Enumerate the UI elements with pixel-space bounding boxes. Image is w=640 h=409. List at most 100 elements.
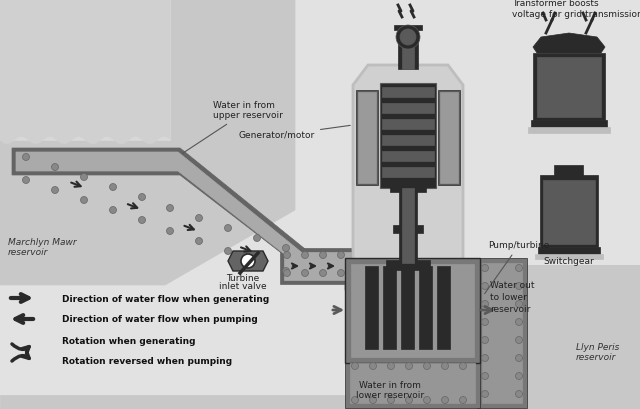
Text: Rotation when generating: Rotation when generating bbox=[62, 337, 195, 346]
FancyArrowPatch shape bbox=[12, 344, 29, 353]
Polygon shape bbox=[345, 248, 385, 300]
Circle shape bbox=[515, 355, 522, 362]
Bar bbox=[351, 264, 474, 357]
Bar bbox=[528, 127, 610, 133]
Bar bbox=[382, 151, 434, 161]
Bar bbox=[386, 260, 430, 270]
Circle shape bbox=[51, 164, 58, 171]
Bar bbox=[438, 90, 460, 185]
Circle shape bbox=[253, 234, 260, 241]
Circle shape bbox=[225, 225, 232, 231]
Circle shape bbox=[351, 396, 358, 404]
Circle shape bbox=[337, 252, 344, 258]
Circle shape bbox=[442, 396, 449, 404]
FancyArrowPatch shape bbox=[71, 182, 81, 187]
Bar bbox=[350, 363, 475, 403]
Circle shape bbox=[319, 270, 326, 276]
Circle shape bbox=[282, 267, 289, 274]
Bar bbox=[398, 27, 418, 69]
Circle shape bbox=[400, 29, 416, 45]
Bar bbox=[382, 87, 434, 97]
Circle shape bbox=[369, 362, 376, 369]
Circle shape bbox=[109, 184, 116, 191]
Circle shape bbox=[481, 373, 488, 380]
Text: Marchlyn Mawr
reservoir: Marchlyn Mawr reservoir bbox=[8, 238, 77, 257]
Circle shape bbox=[424, 396, 431, 404]
Circle shape bbox=[406, 396, 413, 404]
Circle shape bbox=[515, 301, 522, 308]
Bar bbox=[356, 90, 378, 185]
Bar bbox=[393, 225, 423, 233]
Circle shape bbox=[138, 193, 145, 200]
Polygon shape bbox=[12, 148, 310, 275]
Text: Turbine: Turbine bbox=[227, 274, 260, 283]
Bar bbox=[394, 25, 422, 30]
Polygon shape bbox=[353, 65, 463, 260]
Bar bbox=[280, 248, 355, 284]
Circle shape bbox=[387, 396, 394, 404]
Bar bbox=[540, 175, 598, 247]
Circle shape bbox=[22, 177, 29, 184]
Bar bbox=[531, 120, 607, 128]
Circle shape bbox=[387, 362, 394, 369]
Circle shape bbox=[195, 214, 202, 222]
Circle shape bbox=[195, 238, 202, 245]
Bar bbox=[537, 57, 601, 117]
Circle shape bbox=[481, 301, 488, 308]
Bar bbox=[380, 83, 436, 188]
Bar bbox=[543, 180, 595, 244]
Polygon shape bbox=[228, 251, 268, 271]
Polygon shape bbox=[0, 0, 295, 285]
Circle shape bbox=[515, 283, 522, 290]
Circle shape bbox=[481, 391, 488, 398]
Bar bbox=[284, 252, 351, 280]
Circle shape bbox=[225, 247, 232, 254]
Circle shape bbox=[22, 153, 29, 160]
Circle shape bbox=[481, 265, 488, 272]
Bar bbox=[402, 27, 414, 69]
Circle shape bbox=[351, 362, 358, 369]
Polygon shape bbox=[0, 0, 170, 144]
Circle shape bbox=[109, 207, 116, 213]
FancyArrowPatch shape bbox=[333, 306, 341, 314]
Polygon shape bbox=[0, 265, 640, 409]
Circle shape bbox=[481, 319, 488, 326]
Circle shape bbox=[515, 337, 522, 344]
Circle shape bbox=[406, 362, 413, 369]
Circle shape bbox=[460, 362, 467, 369]
Circle shape bbox=[481, 337, 488, 344]
Bar bbox=[538, 247, 600, 255]
FancyArrowPatch shape bbox=[184, 225, 194, 230]
Text: inlet valve: inlet valve bbox=[219, 282, 267, 291]
Bar bbox=[533, 53, 605, 120]
Circle shape bbox=[253, 258, 260, 265]
Bar bbox=[0, 0, 170, 140]
Circle shape bbox=[241, 254, 255, 268]
FancyArrowPatch shape bbox=[128, 203, 137, 209]
Text: Switchgear: Switchgear bbox=[543, 257, 595, 266]
Circle shape bbox=[284, 252, 291, 258]
Circle shape bbox=[424, 362, 431, 369]
Bar bbox=[345, 258, 480, 363]
Circle shape bbox=[460, 396, 467, 404]
FancyArrowPatch shape bbox=[328, 263, 333, 268]
Bar bbox=[482, 263, 522, 403]
Circle shape bbox=[81, 173, 88, 180]
Text: Water in from
upper reservoir: Water in from upper reservoir bbox=[182, 101, 283, 153]
Circle shape bbox=[301, 252, 308, 258]
Circle shape bbox=[515, 265, 522, 272]
Bar bbox=[401, 266, 414, 349]
Circle shape bbox=[319, 252, 326, 258]
Text: Rotation reversed when pumping: Rotation reversed when pumping bbox=[62, 357, 232, 366]
FancyArrowPatch shape bbox=[310, 263, 315, 268]
FancyArrowPatch shape bbox=[481, 306, 492, 314]
Bar bbox=[382, 135, 434, 145]
Text: Water out
to lower
reservoir: Water out to lower reservoir bbox=[490, 281, 534, 314]
Circle shape bbox=[301, 270, 308, 276]
Bar bbox=[437, 266, 450, 349]
Circle shape bbox=[515, 373, 522, 380]
Bar bbox=[419, 266, 432, 349]
Circle shape bbox=[166, 227, 173, 234]
Circle shape bbox=[81, 196, 88, 204]
FancyArrowPatch shape bbox=[12, 351, 29, 361]
